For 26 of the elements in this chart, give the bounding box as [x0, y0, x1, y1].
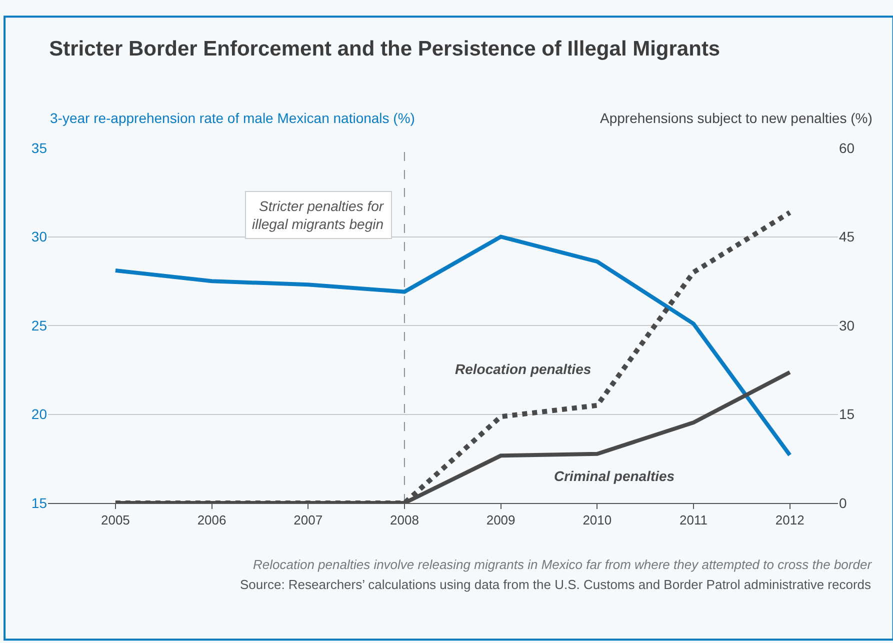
x-tick-label: 2008 [390, 512, 419, 528]
y-tick-label: 15 [31, 494, 48, 511]
y-tick-label: 20 [31, 406, 48, 422]
chart-title: Stricter Border Enforcement and the Persistence of Illegal Migrants [49, 38, 720, 61]
x-tick-label: 2011 [680, 512, 708, 528]
y-tick-label: 25 [31, 317, 48, 334]
y-tick-label: 35 [31, 140, 48, 156]
x-tick-label: 2010 [582, 512, 612, 528]
x-tick-label: 2007 [294, 512, 323, 528]
x-tick-label: 2009 [486, 512, 516, 528]
y2-tick-label: 30 [839, 317, 855, 334]
y2-tick-label: 0 [839, 494, 847, 511]
y2-axis-title: Apprehensions subject to new penalties (%) [600, 110, 872, 126]
ref-line-label: Stricter penalties for illegal migrants begin [252, 198, 385, 232]
x-tick-label: 2005 [100, 512, 130, 528]
series-label: Relocation penalties [455, 361, 592, 377]
x-tick-label: 2012 [775, 512, 804, 528]
y2-tick-label: 15 [839, 406, 855, 422]
y2-tick-label: 60 [839, 140, 855, 156]
text: Relocation penalties involve releasing migrants in Mexico far from where they attempted to cross the border [253, 557, 872, 572]
x-tick-label: 2006 [197, 512, 226, 528]
y-tick-label: 30 [31, 228, 48, 245]
y2-tick-label: 45 [839, 228, 855, 245]
source-note: Source: Researchers’ calculations using data from the U.S. Customs and Border Patrol administrative records [240, 577, 872, 592]
y-axis-title: 3-year re-apprehension rate of male Mexican nationals (%) [50, 110, 415, 126]
series-label: Criminal penalties [554, 468, 675, 484]
